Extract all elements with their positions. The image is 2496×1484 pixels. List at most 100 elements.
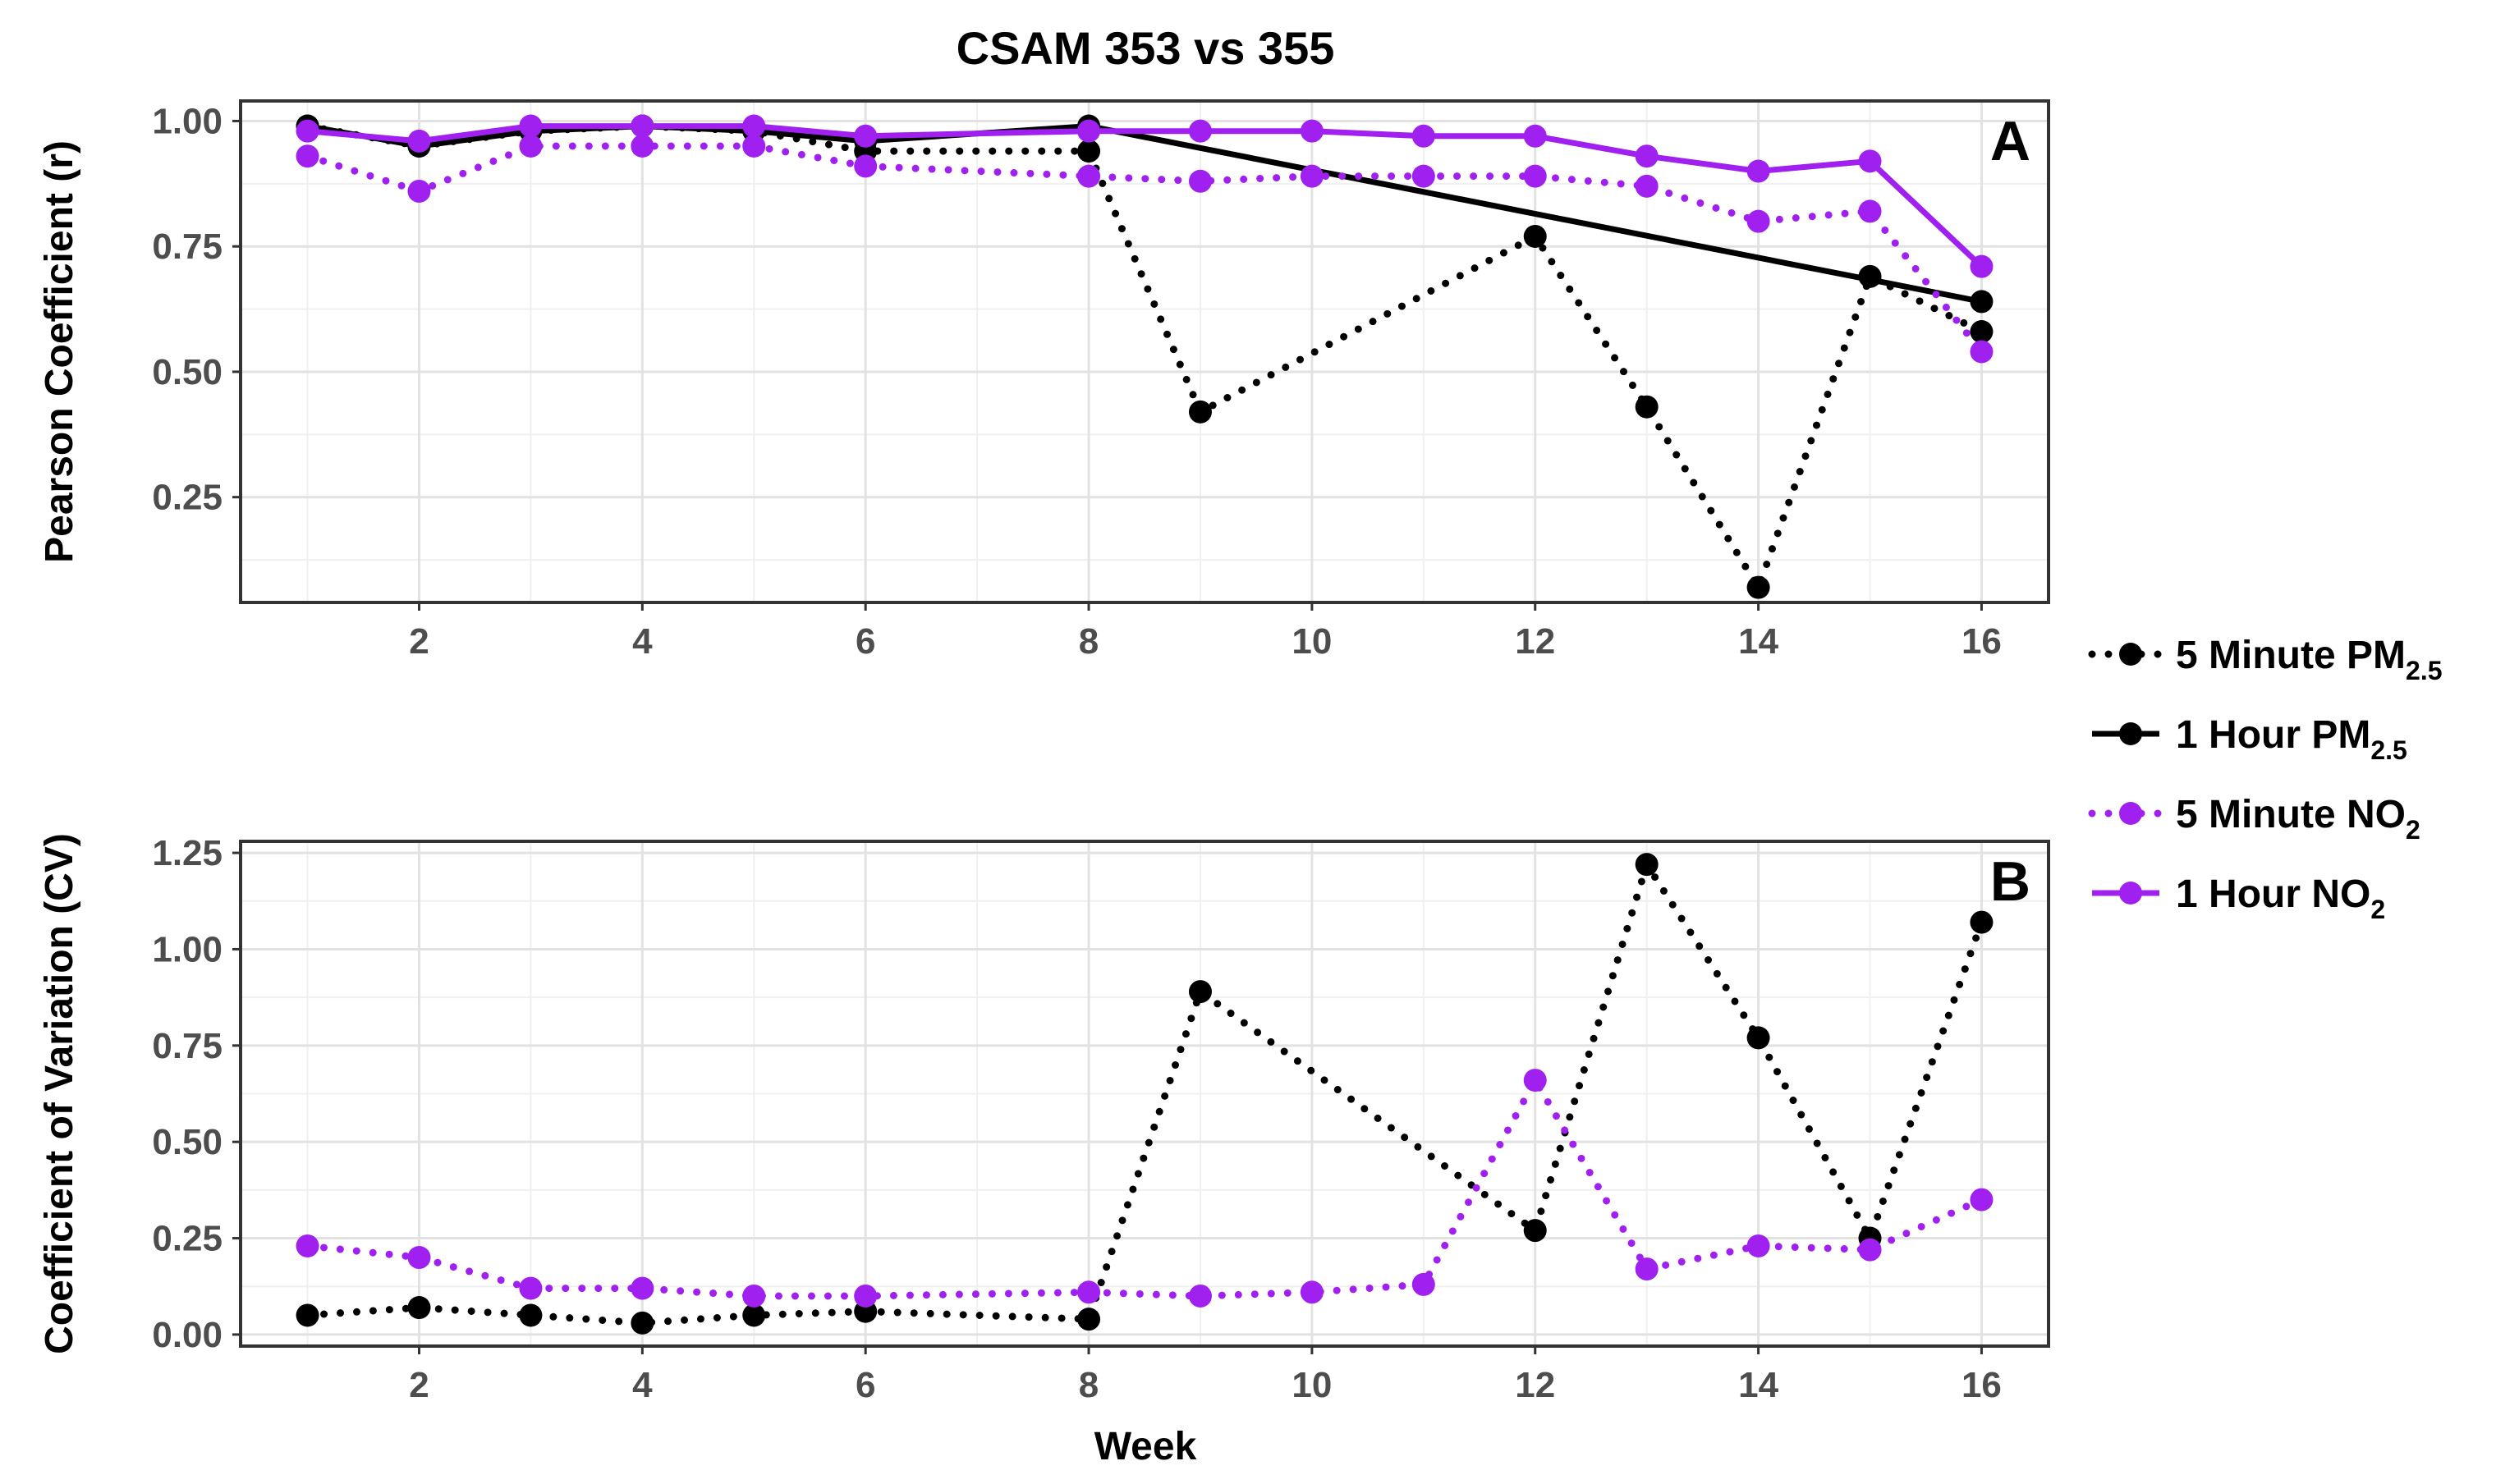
data-point — [1970, 340, 1994, 364]
data-point — [1635, 853, 1659, 877]
y-tick-label: 0.25 — [152, 478, 223, 518]
x-tick-label: 2 — [409, 621, 429, 662]
data-point — [1188, 980, 1212, 1004]
data-point — [407, 1246, 431, 1270]
data-point — [1411, 124, 1435, 148]
data-point — [631, 134, 654, 158]
data-point — [519, 134, 543, 158]
data-point — [1635, 144, 1659, 168]
x-tick-label: 4 — [632, 621, 653, 662]
legend-entry: 5 Minute NO2 — [2088, 793, 2420, 845]
legend-entry: 1 Hour NO2 — [2092, 873, 2385, 924]
legend-label: 5 Minute PM2.5 — [2176, 634, 2443, 685]
data-point — [1188, 119, 1212, 143]
data-point — [1970, 290, 1994, 314]
data-point — [1746, 209, 1770, 233]
data-point — [519, 1276, 543, 1300]
panel-tag: B — [1990, 850, 2030, 913]
x-tick-label: 6 — [856, 1365, 875, 1405]
legend-label-subscript: 2 — [2406, 815, 2420, 845]
legend-key-point — [2119, 643, 2142, 666]
data-point — [1077, 119, 1101, 143]
panels-layer: 2 4 6 8 10 12 14 16 0.25 0.50 0.75 1.00 A Pearson Coe… — [38, 99, 2050, 1405]
legend-key-point — [2119, 882, 2142, 905]
legend: 5 Minute PM2.51 Hour PM2.55 Minute NO21 … — [2088, 634, 2443, 924]
legend-label-main: 1 Hour NO — [2176, 873, 2370, 916]
legend-label-subscript: 2.5 — [2370, 735, 2407, 765]
legend-entry: 1 Hour PM2.5 — [2092, 713, 2407, 765]
y-axis-title: Coefficient of Variation (CV) — [38, 833, 81, 1354]
data-point — [296, 1234, 319, 1257]
panel-a: 2 4 6 8 10 12 14 16 0.25 0.50 0.75 1.00 A Pearson Coe… — [38, 99, 2050, 662]
data-point — [1746, 575, 1770, 599]
x-tick-label: 4 — [632, 1365, 653, 1405]
data-point — [1970, 320, 1994, 344]
legend-label: 1 Hour PM2.5 — [2176, 713, 2407, 765]
series-5-minute-no2 — [296, 134, 1994, 364]
y-tick-label: 0.50 — [152, 352, 223, 392]
data-point — [1970, 1188, 1994, 1211]
data-point — [742, 114, 766, 138]
data-point — [631, 1311, 654, 1335]
x-tick-label: 8 — [1079, 1365, 1099, 1405]
data-point — [1635, 1257, 1659, 1281]
series-5-minute-no2 — [296, 1069, 1994, 1308]
legend-label: 1 Hour NO2 — [2176, 873, 2385, 924]
x-tick-label: 12 — [1515, 621, 1555, 662]
data-point — [1858, 1238, 1882, 1262]
data-point — [631, 114, 654, 138]
panel-border — [239, 840, 2050, 1348]
data-point — [631, 1276, 654, 1300]
panel-tag: A — [1990, 110, 2030, 172]
data-point — [1523, 224, 1547, 248]
legend-label-main: 5 Minute NO — [2176, 793, 2406, 836]
series-1-hour-no2 — [296, 114, 1994, 278]
data-point — [1411, 164, 1435, 188]
x-tick-label: 10 — [1292, 1365, 1332, 1405]
data-point — [1188, 169, 1212, 193]
data-point — [1300, 119, 1324, 143]
x-tick-label: 14 — [1738, 621, 1778, 662]
y-tick-label: 1.00 — [152, 929, 223, 969]
x-tick-label: 16 — [1961, 621, 2002, 662]
data-point — [854, 124, 878, 148]
data-point — [1858, 149, 1882, 173]
series-line — [304, 1076, 1985, 1300]
data-point — [1188, 400, 1212, 424]
data-point — [1523, 164, 1547, 188]
legend-label: 5 Minute NO2 — [2176, 793, 2420, 845]
data-point — [407, 129, 431, 153]
data-point — [296, 119, 319, 143]
panel-b: 2 4 6 8 10 12 14 16 0.00 0.25 0.50 0.75 1.00 1.25 B Coe… — [38, 833, 2050, 1405]
y-tick-label: 1.25 — [152, 833, 223, 873]
x-tick-label: 6 — [856, 621, 875, 662]
data-point — [742, 1303, 766, 1327]
panel-border — [239, 99, 2050, 604]
y-tick-label: 0.75 — [152, 1026, 223, 1066]
data-point — [1746, 159, 1770, 183]
data-point — [742, 134, 766, 158]
plot-area — [241, 101, 2049, 602]
y-tick-label: 1.00 — [152, 101, 223, 141]
chart-title: CSAM 353 vs 355 — [957, 22, 1335, 74]
y-tick-label: 0.75 — [152, 227, 223, 267]
data-point — [296, 1303, 319, 1327]
data-point — [1523, 1219, 1547, 1243]
legend-label-subscript: 2 — [2370, 895, 2385, 924]
x-tick-label: 8 — [1079, 621, 1099, 662]
data-point — [1411, 1272, 1435, 1296]
data-point — [1077, 164, 1101, 188]
data-point — [1300, 164, 1324, 188]
data-point — [1970, 254, 1994, 278]
data-point — [1635, 395, 1659, 419]
legend-label-subscript: 2.5 — [2406, 656, 2442, 685]
legend-entry: 5 Minute PM2.5 — [2088, 634, 2443, 685]
data-point — [1523, 1069, 1547, 1092]
legend-label-main: 5 Minute PM — [2176, 634, 2406, 677]
legend-key-point — [2119, 802, 2142, 825]
x-axis-title: Week — [1094, 1425, 1197, 1468]
data-point — [1077, 1308, 1101, 1331]
data-point — [519, 1303, 543, 1327]
data-point — [742, 1284, 766, 1308]
